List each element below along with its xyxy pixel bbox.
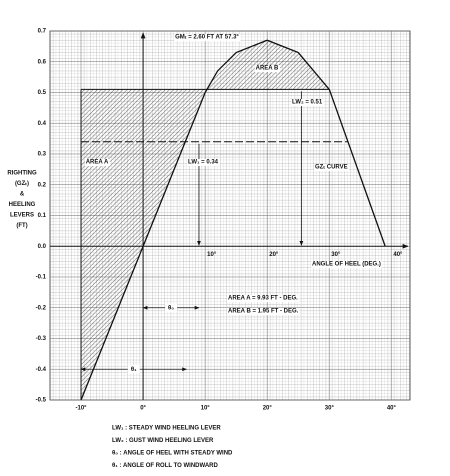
gm-label-bg: [174, 34, 241, 42]
x-tick-label: 10°: [201, 406, 211, 412]
y-tick-label: -0.2: [36, 305, 47, 311]
x-tick-label: 0°: [140, 406, 146, 412]
zero-line-tick-label: 10°: [207, 252, 217, 258]
x-tick-label: 20°: [263, 406, 273, 412]
theta0-label-bg: [165, 303, 178, 312]
theta1-label-bg: [127, 365, 140, 374]
lw2-label-bg: [291, 99, 324, 107]
gz-curve: [80, 39, 386, 401]
y-axis-title: HEELING: [9, 202, 36, 208]
lw2-label: LW₂ = 0.51: [292, 100, 323, 106]
zero-line-tick-label: 20°: [269, 252, 279, 258]
y-tick-label: -0.1: [36, 275, 47, 281]
area-b-label-bg: [254, 65, 281, 73]
lw1-label: LW₁ = 0.34: [188, 160, 219, 166]
curve-label-bg: [314, 164, 349, 172]
y-tick-label: 0.7: [38, 29, 47, 35]
area-result: AREA B = 1.95 FT - DEG.: [228, 309, 299, 315]
y-tick-label: -0.4: [36, 367, 47, 373]
y-tick-label: 0.3: [38, 152, 47, 158]
x-tick-label: 40°: [387, 406, 397, 412]
legend-entry: LW₂ : GUST WIND HEELING LEVER: [112, 438, 214, 444]
area-a-label: AREA A: [86, 160, 109, 166]
curve-label: GZₜ CURVE: [315, 165, 348, 171]
gm-label: GMₜ = 2.60 FT AT 57.3°: [175, 35, 239, 41]
y-tick-label: 0.6: [38, 59, 47, 65]
zero-line-tick-label: 40°: [393, 252, 403, 258]
y-axis-title: (FT): [16, 223, 27, 229]
area-b-label: AREA B: [256, 66, 279, 72]
zero-line-tick-label: 30°: [331, 252, 341, 258]
area-result: AREA A = 9.93 FT - DEG.: [228, 296, 298, 302]
y-tick-label: 0.2: [38, 182, 47, 188]
area-a: [81, 89, 330, 400]
theta0-label: θ₀: [168, 305, 174, 311]
y-axis-title: RIGHTING: [7, 171, 37, 177]
legend-entry: θ₁ : ANGLE OF ROLL TO WINDWARD: [112, 463, 218, 469]
y-axis-title: &: [20, 192, 25, 198]
legend-entry: LW₁ : STEADY WIND HEELING LEVER: [112, 426, 221, 432]
y-axis-title: LEVERS: [10, 213, 34, 219]
y-tick-label: 0.5: [38, 90, 47, 96]
y-tick-label: -0.5: [36, 398, 47, 404]
area-result-bg: [227, 295, 300, 303]
x-axis-title-bg: [311, 261, 382, 269]
area-result-bg: [227, 308, 300, 316]
x-axis-title: ANGLE OF HEEL (DEG.): [312, 262, 381, 268]
area-a-label-bg: [84, 159, 110, 167]
y-tick-label: -0.3: [36, 336, 47, 342]
y-tick-label: 0.1: [38, 213, 47, 219]
x-tick-label: -10°: [75, 406, 87, 412]
legend-entry: θ₀ : ANGLE OF HEEL WITH STEADY WIND: [112, 451, 233, 457]
y-tick-label: 0.4: [38, 121, 47, 127]
x-tick-label: 30°: [325, 406, 335, 412]
lw1-label-bg: [187, 159, 220, 167]
y-tick-label: 0.0: [38, 244, 47, 250]
theta1-label: θ₁: [131, 367, 137, 373]
y-axis-title: (GZₜ): [15, 181, 29, 187]
